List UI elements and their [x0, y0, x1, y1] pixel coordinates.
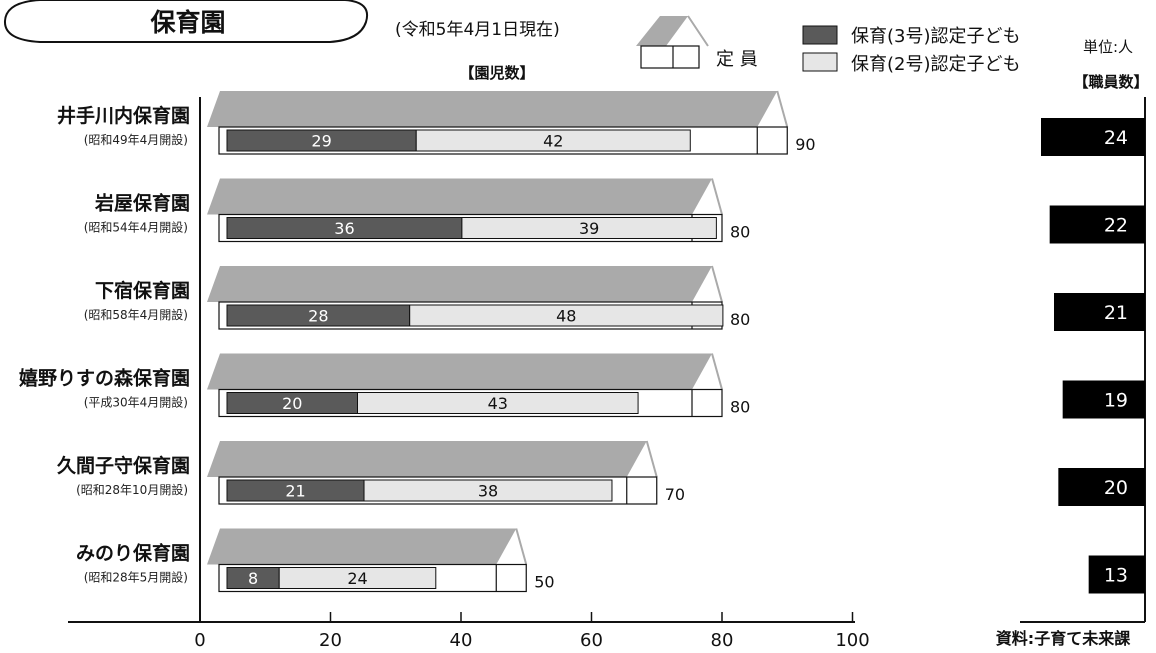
- bar-series2-value: 24: [347, 569, 367, 588]
- bar-series2: [461, 217, 717, 239]
- bar-series2-value: 39: [579, 219, 599, 238]
- staff-value: 13: [1104, 565, 1128, 587]
- facility-opened: (昭和28年10月開設): [76, 482, 188, 497]
- facility-name: みのり保育園: [76, 542, 190, 565]
- x-tick-label: 60: [580, 630, 603, 651]
- legend-series3-swatch: [802, 25, 838, 45]
- facility-row: 80 20 43 嬉野りすの森保育園 (平成30年4月開設) 19: [19, 353, 1145, 419]
- capacity-roof-edge: [711, 265, 723, 303]
- legend-capacity-label: 定 員: [716, 49, 758, 70]
- facility-row: 70 21 38 久間子守保育園 (昭和28年10月開設) 20: [57, 440, 1145, 506]
- facility-row: 80 28 48 下宿保育園 (昭和58年4月開設) 21: [84, 265, 1145, 331]
- bar-series2-value: 42: [543, 132, 563, 151]
- title-pill: [3, 0, 368, 43]
- facility-opened: (昭和54年4月開設): [84, 220, 188, 235]
- staff-bar: [1088, 555, 1145, 594]
- unit-label: 単位:人: [1083, 38, 1133, 56]
- facility-name: 久間子守保育園: [57, 454, 190, 477]
- legend-series2-swatch: [802, 52, 838, 72]
- capacity-roof: [207, 266, 712, 302]
- staff-value: 19: [1104, 390, 1128, 412]
- capacity-roof: [207, 91, 778, 127]
- capacity-roof-edge: [711, 178, 723, 215]
- staff-value: 24: [1104, 127, 1128, 149]
- x-tick-label: 40: [450, 630, 473, 651]
- source-note: 資料:子育て未来課: [996, 629, 1131, 648]
- bar-series2-value: 38: [478, 482, 498, 501]
- bar-series3-value: 29: [311, 132, 331, 151]
- bar-series2: [363, 479, 613, 502]
- facility-opened: (昭和28年5月開設): [84, 570, 188, 585]
- bar-series3-value: 28: [308, 307, 328, 326]
- facility-name: 井手川内保育園: [57, 104, 190, 127]
- facility-row: 90 29 42 井手川内保育園 (昭和49年4月開設) 24: [57, 90, 1145, 156]
- date-note: (令和5年4月1日現在): [395, 20, 560, 40]
- x-tick-label: 100: [835, 630, 869, 651]
- staff-bar: [1054, 293, 1145, 331]
- bar-series3-value: 20: [282, 394, 302, 413]
- capacity-roof: [207, 441, 647, 477]
- bar-series3-value: 36: [334, 219, 354, 238]
- bar-series2: [357, 392, 639, 414]
- facility-opened: (平成30年4月開設): [84, 395, 188, 410]
- bar-series3-value: 21: [285, 482, 305, 501]
- capacity-roof-edge: [645, 440, 658, 478]
- staff-bar: [1062, 380, 1145, 419]
- bar-series2: [409, 304, 724, 327]
- staff-value: 21: [1104, 302, 1128, 324]
- bar-series3-value: 8: [248, 569, 258, 588]
- bar-series2: [278, 567, 437, 589]
- capacity-value-label: 80: [730, 310, 750, 329]
- facility-name: 嬉野りすの森保育園: [19, 367, 190, 390]
- staff-value: 22: [1104, 215, 1128, 237]
- facility-name: 下宿保育園: [95, 279, 190, 302]
- capacity-roof-edge: [515, 528, 528, 565]
- legend-series2-label: 保育(2号)認定子ども: [851, 54, 1021, 75]
- capacity-value-label: 90: [795, 135, 815, 154]
- capacity-roof-edge: [776, 90, 789, 128]
- facility-opened: (昭和58年4月開設): [84, 307, 188, 322]
- capacity-value-label: 80: [730, 223, 750, 242]
- facility-opened: (昭和49年4月開設): [84, 132, 188, 147]
- page-title: 保育園: [149, 8, 225, 37]
- section-staff-label: 【職員数】: [1073, 73, 1148, 91]
- bar-series2: [415, 129, 691, 152]
- facility-row: 50 8 24 みのり保育園 (昭和28年5月開設) 13: [76, 528, 1145, 594]
- capacity-value-label: 70: [665, 485, 685, 504]
- staff-value: 20: [1104, 477, 1128, 499]
- capacity-value-label: 50: [534, 573, 554, 592]
- x-tick-label: 0: [194, 630, 205, 651]
- staff-bar: [1049, 205, 1145, 244]
- section-children-label: 【園児数】: [459, 64, 534, 82]
- facility-row: 80 36 39 岩屋保育園 (昭和54年4月開設) 22: [84, 178, 1145, 244]
- capacity-value-label: 80: [730, 398, 750, 417]
- capacity-roof: [207, 528, 517, 565]
- staff-bar: [1041, 118, 1145, 156]
- bar-series2-value: 48: [556, 307, 576, 326]
- capacity-roof: [207, 178, 712, 215]
- facility-name: 岩屋保育園: [94, 192, 190, 215]
- bar-series2-value: 43: [488, 394, 508, 413]
- x-tick-label: 20: [319, 630, 342, 651]
- legend-capacity-icon: [636, 15, 709, 69]
- legend-series3-label: 保育(3号)認定子ども: [851, 26, 1021, 47]
- capacity-roof: [207, 353, 712, 390]
- capacity-roof-edge: [711, 353, 723, 390]
- staff-bar: [1058, 468, 1145, 506]
- x-tick-label: 80: [711, 630, 734, 651]
